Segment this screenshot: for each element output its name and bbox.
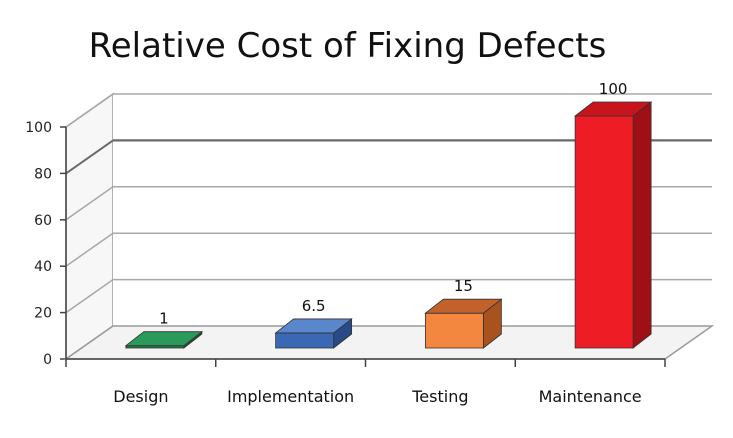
- data-label: 15: [454, 277, 473, 295]
- y-tick-label: 100: [25, 120, 52, 136]
- x-category-label: Maintenance: [539, 387, 642, 406]
- x-category-label: Implementation: [227, 387, 354, 406]
- gridline-diagonal: [65, 232, 114, 267]
- gridline-diagonal: [65, 278, 114, 314]
- bar: [574, 115, 634, 349]
- y-tick-label: 80: [34, 166, 52, 182]
- gridline-diagonal: [65, 139, 114, 175]
- gridline-diagonal: [65, 93, 114, 128]
- x-category-label: Design: [113, 387, 168, 406]
- side-wall: [65, 92, 114, 361]
- bar: [424, 312, 484, 349]
- bar-top: [274, 318, 353, 334]
- bar-top: [124, 331, 204, 347]
- x-category-label: Testing: [411, 387, 468, 406]
- data-label: 100: [599, 80, 628, 98]
- y-tick-label: 40: [34, 259, 52, 275]
- gridline-diagonal: [65, 186, 114, 221]
- bar-top: [424, 298, 503, 314]
- data-label: 6.5: [302, 297, 326, 315]
- y-tick-label: 0: [43, 352, 52, 368]
- y-tick-label: 60: [34, 213, 52, 229]
- data-label: 1: [159, 310, 169, 328]
- bar-top: [573, 101, 653, 117]
- y-tick-label: 20: [34, 306, 52, 322]
- bar-side: [632, 101, 652, 349]
- chart-title: Relative Cost of Fixing Defects: [88, 26, 607, 66]
- bar: [275, 332, 335, 349]
